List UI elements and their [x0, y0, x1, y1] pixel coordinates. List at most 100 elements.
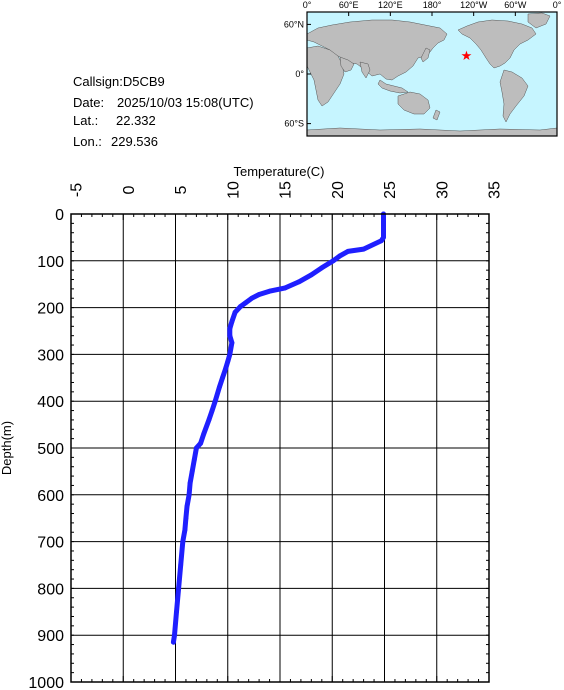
x-tick-label: 35 — [487, 181, 504, 199]
land-north-america — [457, 19, 537, 69]
map-land — [306, 12, 558, 137]
date-label: Date: — [73, 95, 104, 110]
temperature-profile-line — [170, 211, 386, 645]
profile-point — [330, 258, 336, 264]
profile-point — [232, 309, 238, 315]
land-india — [359, 61, 371, 79]
map-lon-label: 60°W — [504, 0, 527, 10]
profile-point — [174, 609, 179, 615]
map-lon-label: 0° — [553, 0, 562, 10]
x-tick-label: 10 — [225, 181, 242, 199]
y-tick-label: 200 — [37, 301, 64, 318]
y-tick-label: 300 — [37, 347, 64, 364]
y-tick-label: 800 — [37, 581, 64, 598]
profile-point — [229, 319, 235, 325]
x-tick-label: 20 — [330, 181, 347, 199]
plot-frame — [70, 213, 490, 683]
profile-point — [249, 295, 255, 301]
x-tick-label: 0 — [121, 185, 138, 194]
profile-point — [184, 504, 190, 509]
profile-point — [187, 480, 193, 486]
map-lon-label: 120°W — [460, 0, 488, 10]
profile-point — [225, 359, 231, 364]
map-left-labels: 60°N 0° 60°S — [284, 19, 305, 128]
map-lon-label: 60°E — [339, 0, 359, 10]
map-lat-label: 0° — [295, 69, 304, 79]
profile-point — [296, 279, 302, 285]
profile-point — [182, 527, 188, 533]
profile-point — [227, 352, 233, 357]
profile-point — [189, 469, 195, 474]
profile-point — [180, 539, 186, 544]
x-tick-label: 5 — [173, 185, 190, 194]
callsign-text: Callsign:D5CB9 — [73, 74, 165, 89]
lon-value: 229.536 — [111, 134, 158, 149]
profile-point — [361, 246, 366, 252]
land-south-america — [499, 69, 529, 123]
station-info: Callsign:D5CB9 Date: 2025/10/03 15:08(UT… — [73, 74, 254, 149]
profile-point — [220, 375, 225, 381]
land-indonesia — [377, 79, 409, 94]
profile-point — [183, 515, 189, 521]
x-axis-title: Temperature(C) — [233, 164, 324, 179]
profile-point — [212, 398, 218, 404]
y-tick-label: 500 — [37, 441, 64, 458]
profile-point — [191, 457, 197, 463]
x-tick-labels: -5 0 5 10 15 20 25 30 35 — [69, 181, 504, 199]
profile-points — [171, 211, 386, 645]
y-tick-labels: 0 100 200 300 400 500 600 700 800 900 1000 — [28, 207, 64, 690]
profile-point — [209, 408, 215, 413]
map-lon-label: 0° — [303, 0, 312, 10]
land-africa — [306, 45, 345, 107]
map-lon-label: 120°E — [378, 0, 403, 10]
profile-point — [186, 492, 192, 498]
chart-grid — [70, 213, 490, 683]
profile-point — [237, 304, 243, 310]
x-tick-label: 30 — [434, 181, 451, 199]
profile-point — [256, 292, 262, 297]
lat-label: Lat.: — [73, 113, 98, 128]
y-tick-label: 0 — [55, 207, 64, 224]
map-lat-label: 60°S — [284, 119, 304, 129]
map-lon-label: 180° — [423, 0, 442, 10]
profile-point — [337, 253, 342, 259]
profile-point — [198, 440, 203, 446]
profile-point — [223, 366, 229, 371]
map-top-labels: 0° 60°E 120°E 180° 120°W 60°W 0° — [303, 0, 562, 10]
lon-label: Lon.: — [73, 134, 102, 149]
x-tick-label: 15 — [278, 181, 295, 199]
profile-chart: Temperature(C) Depth(m) -5 0 5 10 15 20 25 30 35… — [0, 164, 504, 690]
land-arabia — [339, 56, 355, 73]
profile-point — [216, 384, 222, 390]
y-tick-label: 100 — [37, 254, 64, 271]
profile-point — [308, 272, 314, 278]
y-tick-label: 400 — [37, 394, 64, 411]
land-greenland — [527, 12, 551, 29]
y-axis-title: Depth(m) — [0, 421, 14, 475]
map-lat-label: 60°N — [284, 19, 304, 29]
profile-point — [172, 632, 177, 638]
profile-point — [282, 285, 288, 291]
profile-point — [229, 340, 235, 346]
station-marker-icon: ★ — [461, 48, 473, 63]
profile-point — [227, 333, 233, 339]
profile-point — [171, 639, 176, 645]
x-tick-label: -5 — [69, 183, 86, 197]
land-japan — [420, 47, 431, 63]
profile-point — [378, 238, 384, 244]
x-tick-label: 25 — [382, 181, 399, 199]
y-tick-label: 900 — [37, 628, 64, 645]
land-new-zealand — [432, 109, 441, 121]
profile-point — [201, 431, 207, 437]
land-australia — [397, 91, 431, 115]
profile-point — [267, 288, 272, 294]
world-map: 0° 60°E 120°E 180° 120°W 60°W 0° 60°N 0° 60°S ★ — [284, 0, 562, 137]
profile-point — [206, 417, 212, 423]
profile-point — [243, 300, 248, 306]
profile-point — [227, 326, 233, 332]
y-tick-label: 600 — [37, 488, 64, 505]
y-tick-label: 700 — [37, 535, 64, 552]
profile-point — [381, 220, 386, 226]
profile-point — [194, 445, 199, 451]
